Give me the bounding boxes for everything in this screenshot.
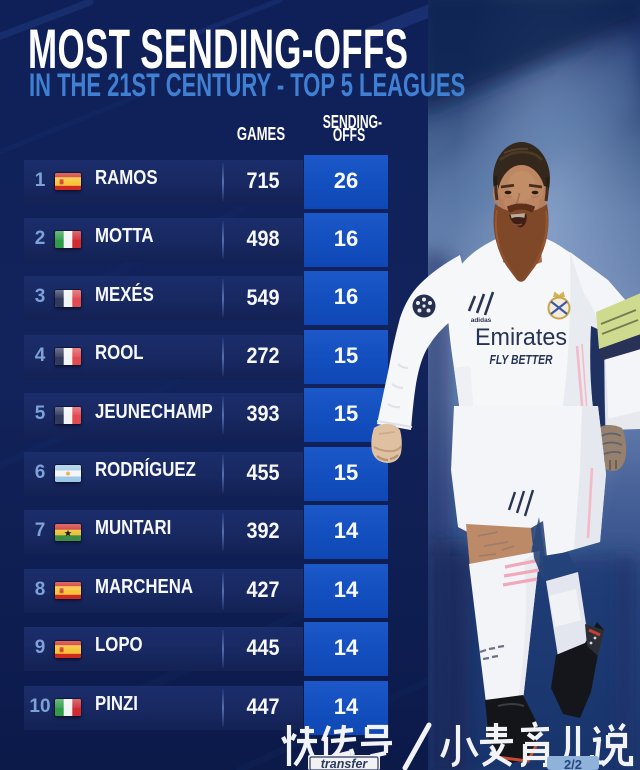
svg-text:Emirates: Emirates [475, 324, 567, 351]
svg-text:adidas: adidas [471, 317, 492, 324]
svg-text:2/2: 2/2 [564, 757, 582, 770]
svg-text:FLY BETTER: FLY BETTER [490, 353, 553, 367]
svg-text:transfer: transfer [321, 757, 369, 770]
